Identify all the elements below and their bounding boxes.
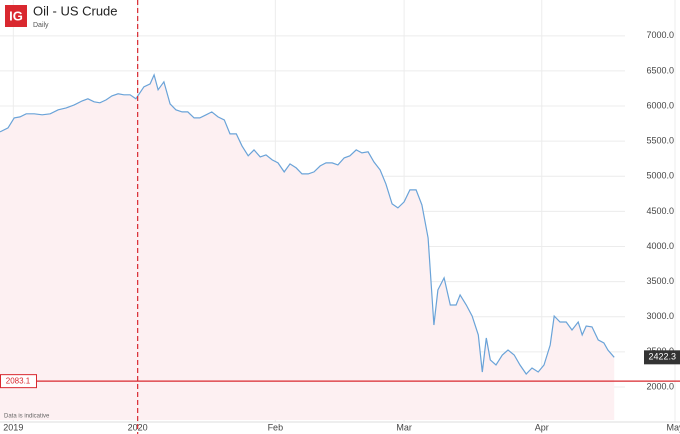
- note: Data is indicative: [4, 414, 50, 420]
- reference-label-box: [0, 374, 37, 389]
- x-tick-label: Mar: [396, 422, 412, 432]
- chart-subtitle: Daily: [33, 22, 49, 29]
- reference-label: 2083.1: [6, 376, 31, 385]
- last-price-label: 2422.3: [648, 352, 676, 362]
- x-tick-label: Feb: [268, 422, 284, 432]
- y-tick-label: 7000.0: [646, 30, 674, 40]
- x-tick-label: 2019: [3, 422, 23, 432]
- y-tick-label: 4000.0: [646, 241, 674, 251]
- logo-box: [5, 5, 27, 27]
- area: [0, 74, 615, 421]
- y-tick-label: 5500.0: [646, 136, 674, 146]
- x-tick-label: Apr: [535, 422, 549, 432]
- y-tick-label: 5000.0: [646, 171, 674, 181]
- y-tick-label: 2000.0: [646, 381, 674, 391]
- plot: [0, 73, 615, 421]
- chart-title: Oil - US Crude: [33, 3, 118, 18]
- y-tick-label: 6000.0: [646, 100, 674, 110]
- y-tick-label: 4500.0: [646, 206, 674, 216]
- last-price-box: [644, 350, 680, 365]
- y-tick-label: 6500.0: [646, 65, 674, 75]
- y-tick-label: 3000.0: [646, 311, 674, 321]
- y-tick-label: 3500.0: [646, 276, 674, 286]
- logo: IG: [9, 8, 23, 23]
- line: [0, 73, 615, 375]
- x-tick-label: May: [666, 422, 680, 432]
